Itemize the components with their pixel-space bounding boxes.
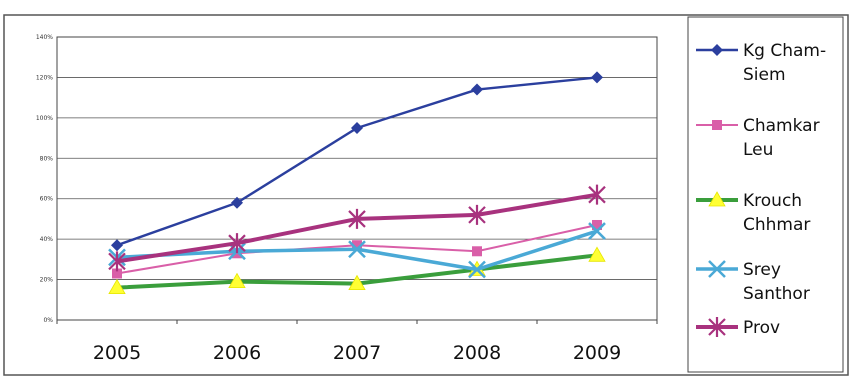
series-prov: [108, 184, 606, 272]
plot-area: [56, 36, 658, 321]
data-point-marker: [472, 246, 482, 257]
series-layer: [108, 71, 606, 295]
data-point-marker: [228, 272, 246, 288]
legend-entry: Kg Cham- Siem: [696, 41, 826, 85]
legend-swatch-marker: [708, 317, 726, 337]
data-point-marker: [348, 274, 366, 291]
y-tick-label: 140%: [36, 34, 53, 41]
legend-entry: Srey Santhor: [696, 260, 810, 304]
legend-label: Siem: [743, 65, 786, 85]
data-point-marker: [471, 83, 483, 96]
y-axis-tick-labels: 0% 20% 40% 60% 80% 100% 120% 140%: [36, 34, 53, 324]
legend-entry: Chamkar Leu: [696, 116, 820, 160]
y-tick-label: 20%: [40, 277, 54, 284]
y-tick-label: 100%: [36, 115, 53, 122]
gridlines: [57, 77, 657, 280]
legend-label: Prov: [743, 318, 780, 338]
data-point-marker: [111, 239, 123, 252]
legend-label: Kg Cham-: [743, 41, 826, 61]
y-tick-label: 80%: [40, 155, 54, 162]
data-point-marker: [108, 278, 126, 295]
legend-entry: Prov: [696, 317, 780, 338]
data-point-marker: [348, 240, 366, 259]
data-point-marker: [352, 240, 362, 251]
x-tick-label: 2005: [93, 342, 141, 364]
x-tick-label: 2007: [333, 342, 381, 364]
y-tick-label: 0%: [43, 317, 53, 324]
data-point-marker: [468, 260, 486, 279]
data-point-marker: [348, 208, 366, 229]
series-kg-cham-siem: [111, 71, 603, 252]
legend-label: Chamkar: [743, 116, 820, 136]
series-krouch-chhmar: [108, 246, 606, 295]
legend: Kg Cham- Siem Chamkar Leu Krouch Chhmar Srey Sa…: [696, 41, 826, 338]
legend-swatch-marker: [708, 191, 726, 207]
y-tick-label: 40%: [40, 236, 54, 243]
data-point-marker: [588, 246, 606, 262]
legend-swatch-marker: [712, 120, 722, 130]
data-point-marker: [592, 219, 602, 230]
data-point-marker: [591, 71, 603, 84]
legend-label: Krouch: [743, 191, 802, 211]
y-tick-label: 120%: [36, 74, 53, 81]
data-point-marker: [228, 233, 246, 254]
legend-entry: Krouch Chhmar: [696, 191, 810, 235]
legend-label: Chhmar: [743, 215, 810, 235]
x-tick-label: 2006: [213, 342, 261, 364]
legend-box: [687, 16, 844, 373]
data-point-marker: [468, 204, 486, 225]
data-point-marker: [351, 121, 363, 134]
legend-swatch-marker: [711, 44, 723, 56]
legend-label: Leu: [743, 140, 773, 160]
data-point-marker: [112, 268, 122, 279]
legend-label: Srey: [743, 260, 781, 280]
x-tick-label: 2009: [573, 342, 621, 364]
data-point-marker: [108, 251, 126, 272]
legend-swatch-marker: [708, 260, 726, 278]
legend-label: Santhor: [743, 284, 810, 304]
data-point-marker: [232, 248, 242, 259]
y-tick-label: 60%: [40, 196, 54, 203]
data-point-marker: [588, 184, 606, 205]
x-axis-tick-labels: 2005 2006 2007 2008 2009: [56, 320, 658, 364]
series-chamkar-leu: [112, 219, 602, 279]
data-point-marker: [588, 222, 606, 240]
data-point-marker: [231, 196, 243, 209]
x-tick-label: 2008: [453, 342, 501, 364]
